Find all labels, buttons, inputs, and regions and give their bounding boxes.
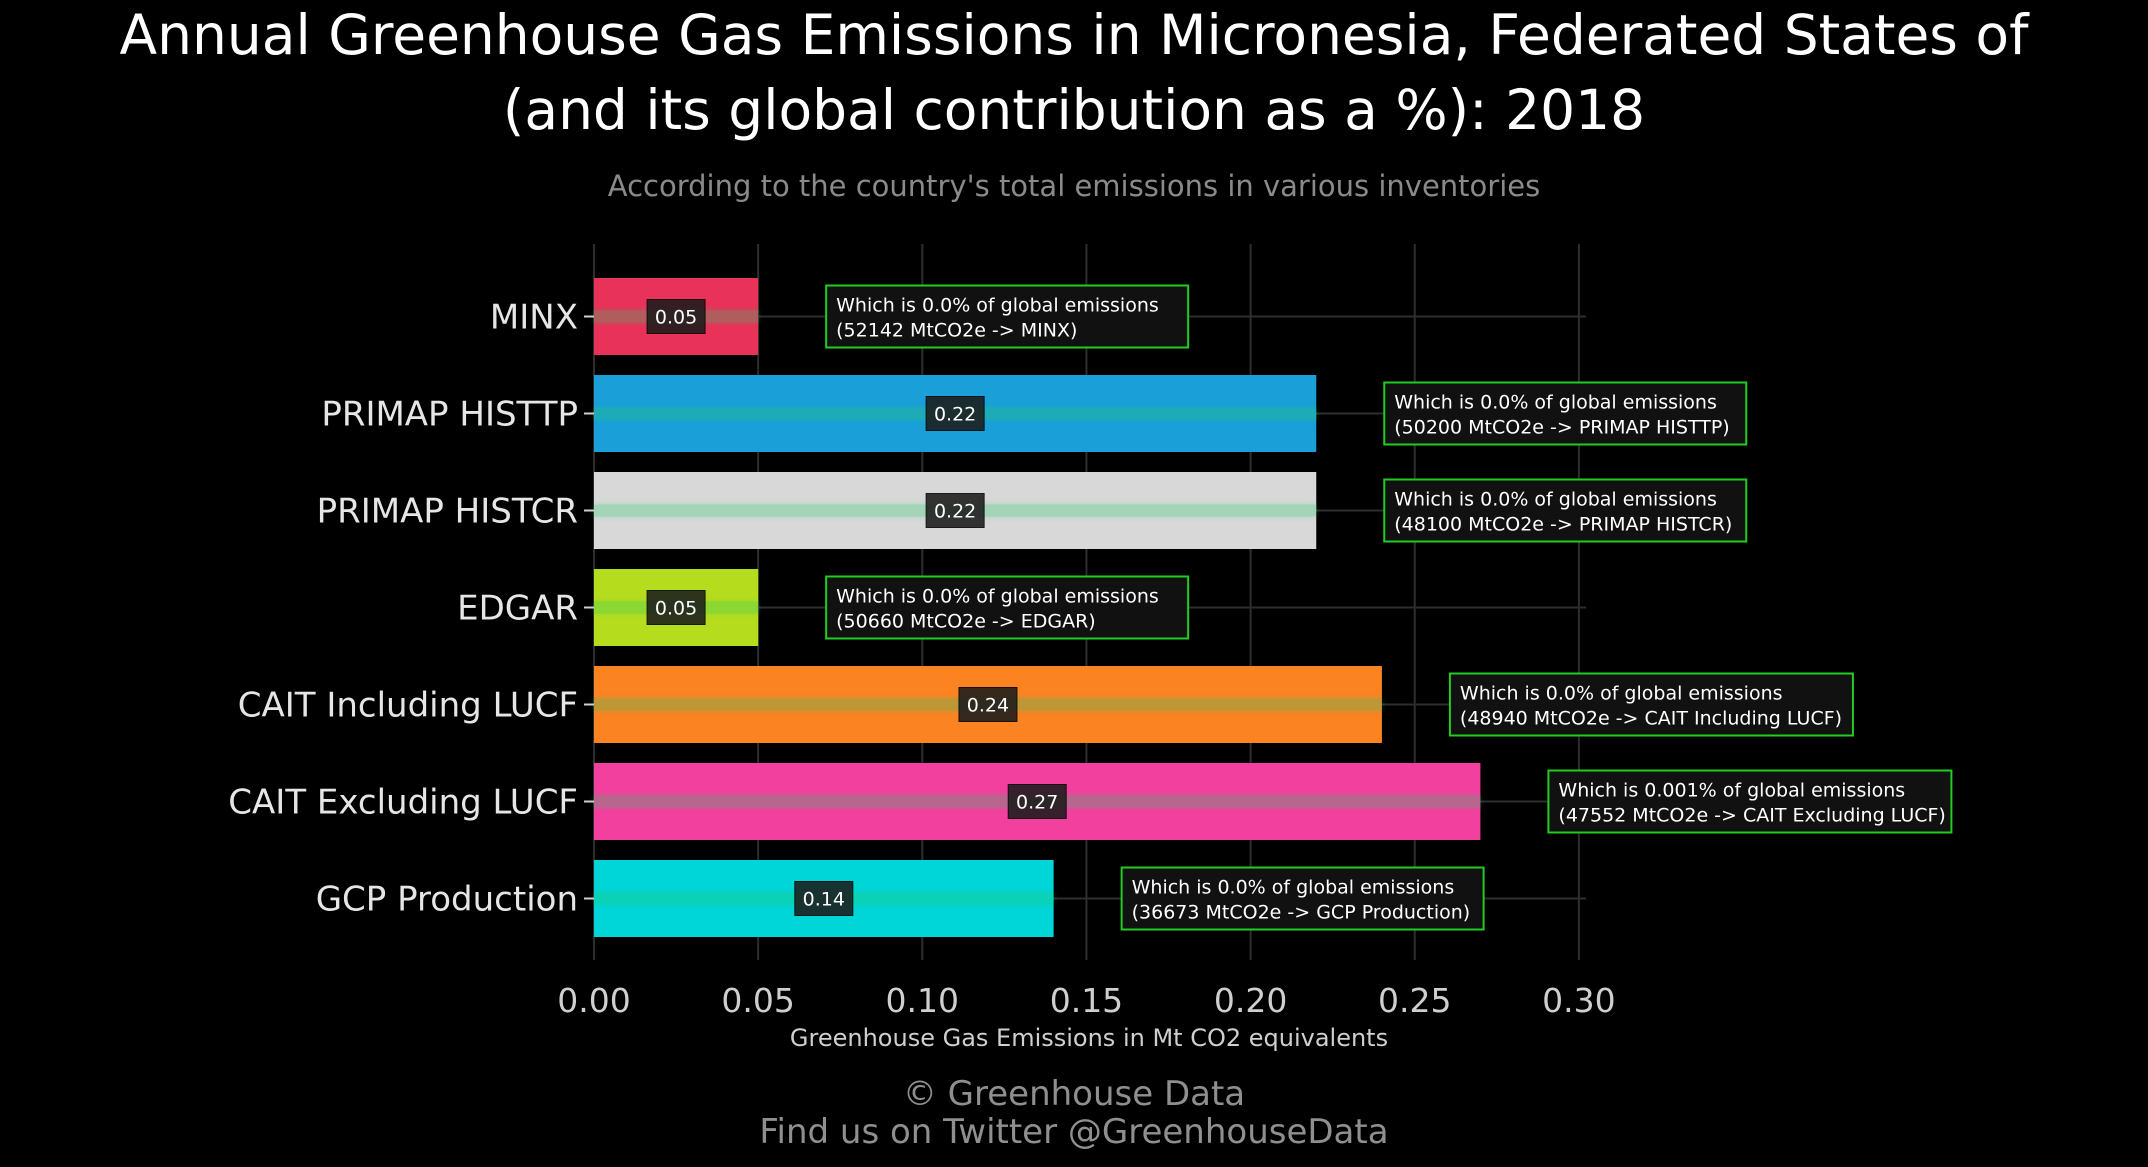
chart-title-line-1: Annual Greenhouse Gas Emissions in Micro… [119, 3, 2029, 67]
annotation-line-1: Which is 0.0% of global emissions [1394, 392, 1717, 414]
chart-subtitle: According to the country's total emissio… [607, 169, 1541, 203]
x-tick-label: 0.10 [886, 981, 959, 1020]
annotation-box [1383, 381, 1748, 446]
annotation-line-1: Which is 0.0% of global emissions [1460, 683, 1783, 705]
chart-title-line-2: (and its global contribution as a %): 20… [502, 78, 1646, 142]
value-label-box [958, 687, 1018, 722]
value-label-box [925, 396, 985, 431]
annotation-box [1547, 769, 1953, 834]
annotation-box [825, 575, 1190, 640]
value-label: 0.22 [934, 501, 976, 523]
value-label-box [1007, 784, 1067, 819]
x-axis-label: Greenhouse Gas Emissions in Mt CO2 equiv… [790, 1024, 1388, 1052]
annotation-line-1: Which is 0.0% of global emissions [836, 295, 1159, 317]
annotation-line-1: Which is 0.0% of global emissions [836, 586, 1159, 608]
annotation-box [1448, 672, 1854, 737]
value-label: 0.14 [803, 889, 845, 911]
category-label: CAIT Excluding LUCF [228, 783, 578, 823]
annotation-line-1: Which is 0.0% of global emissions [1132, 877, 1455, 899]
category-label: PRIMAP HISTCR [317, 492, 578, 532]
x-tick-label: 0.20 [1214, 981, 1287, 1020]
axis-layer: 0.00 0.05 0.10 0.15 0.20 0.25 0.30 Greenhouse G… [228, 298, 1615, 1053]
annotation-line-2: (50200 MtCO2e -> PRIMAP HISTTP) [1394, 417, 1729, 439]
value-label: 0.05 [655, 307, 697, 329]
category-label: EDGAR [457, 589, 578, 629]
annotation-box [1120, 866, 1485, 931]
annotation-line-2: (48100 MtCO2e -> PRIMAP HISTCR) [1394, 514, 1732, 536]
value-label-box [925, 493, 985, 528]
category-label: MINX [490, 298, 578, 338]
annotation-box [825, 284, 1190, 349]
annotation-line-2: (50660 MtCO2e -> EDGAR) [836, 611, 1096, 633]
x-tick-label: 0.15 [1050, 981, 1123, 1020]
label-layer: 0.05 Which is 0.0% of global emissions (52… [646, 284, 1953, 931]
category-label: CAIT Including LUCF [238, 686, 578, 726]
value-label-box [794, 881, 854, 916]
category-label: PRIMAP HISTTP [321, 395, 578, 435]
annotation-line-2: (48940 MtCO2e -> CAIT Including LUCF) [1460, 708, 1842, 730]
value-label: 0.24 [967, 695, 1009, 717]
credit-copyright: © Greenhouse Data [902, 1074, 1246, 1114]
x-tick-label: 0.05 [721, 981, 794, 1020]
credit-twitter: Find us on Twitter @GreenhouseData [759, 1112, 1389, 1152]
value-label-box [646, 299, 706, 334]
annotation-line-2: (52142 MtCO2e -> MINX) [836, 320, 1077, 342]
category-label: GCP Production [316, 880, 578, 920]
annotation-line-2: (36673 MtCO2e -> GCP Production) [1132, 902, 1471, 924]
x-tick-label: 0.30 [1542, 981, 1615, 1020]
value-label: 0.27 [1016, 792, 1058, 814]
annotation-line-1: Which is 0.001% of global emissions [1558, 780, 1905, 802]
annotation-box [1383, 478, 1748, 543]
annotation-line-1: Which is 0.0% of global emissions [1394, 489, 1717, 511]
value-label: 0.22 [934, 404, 976, 426]
value-label-box [646, 590, 706, 625]
x-tick-label: 0.00 [557, 981, 630, 1020]
annotation-line-2: (47552 MtCO2e -> CAIT Excluding LUCF) [1558, 805, 1945, 827]
value-label: 0.05 [655, 598, 697, 620]
x-tick-label: 0.25 [1378, 981, 1451, 1020]
